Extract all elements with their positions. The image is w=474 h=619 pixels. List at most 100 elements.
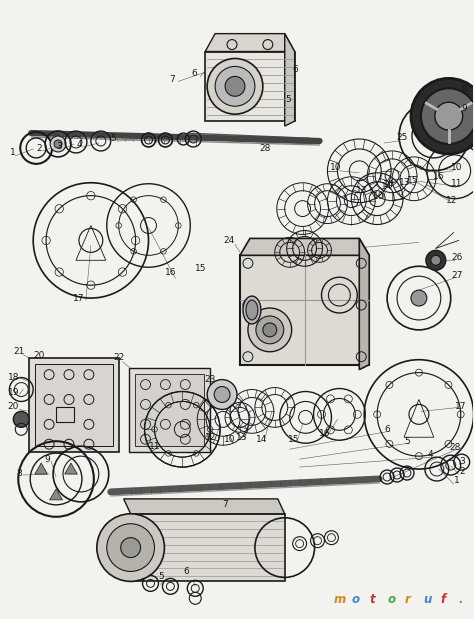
Text: 25: 25 — [396, 132, 408, 142]
Text: 20: 20 — [8, 402, 19, 411]
Circle shape — [256, 316, 284, 344]
Bar — [205, 51, 295, 121]
Text: 13: 13 — [236, 433, 248, 442]
Text: 4: 4 — [428, 449, 434, 459]
Text: 28: 28 — [449, 443, 460, 452]
Text: 14: 14 — [383, 180, 395, 189]
Circle shape — [97, 514, 164, 581]
Circle shape — [50, 136, 66, 152]
Text: 10: 10 — [330, 163, 341, 172]
Circle shape — [411, 290, 427, 306]
Text: o: o — [387, 593, 395, 606]
Bar — [35, 364, 113, 446]
Polygon shape — [50, 489, 63, 500]
Polygon shape — [64, 463, 77, 474]
Text: 26: 26 — [451, 253, 463, 262]
Text: 11: 11 — [149, 442, 160, 451]
Text: 16: 16 — [164, 268, 176, 277]
Text: 10: 10 — [224, 435, 236, 444]
Bar — [56, 407, 74, 422]
Bar — [29, 358, 118, 452]
Text: u: u — [423, 593, 431, 606]
Text: 16: 16 — [433, 172, 445, 181]
Text: r: r — [405, 593, 411, 606]
Text: o: o — [351, 593, 359, 606]
Text: .: . — [459, 593, 463, 606]
Bar — [240, 255, 369, 365]
Polygon shape — [205, 33, 295, 51]
Polygon shape — [240, 238, 369, 255]
Bar — [128, 368, 210, 452]
Text: 10: 10 — [374, 192, 385, 201]
Circle shape — [263, 323, 277, 337]
Text: 19: 19 — [8, 388, 19, 397]
Text: 6: 6 — [293, 65, 299, 74]
Circle shape — [248, 308, 292, 352]
Text: 3: 3 — [56, 142, 62, 152]
Circle shape — [121, 538, 141, 558]
Ellipse shape — [246, 300, 258, 320]
Polygon shape — [359, 238, 369, 370]
Text: 16: 16 — [319, 429, 330, 438]
Text: 15: 15 — [288, 435, 300, 444]
Text: 6: 6 — [183, 567, 189, 576]
Circle shape — [225, 76, 245, 97]
Bar — [131, 514, 285, 581]
Text: 13: 13 — [356, 186, 367, 195]
Text: m: m — [333, 593, 346, 606]
Circle shape — [411, 79, 474, 154]
Text: 6: 6 — [191, 69, 197, 78]
Bar — [135, 374, 204, 446]
Circle shape — [107, 524, 155, 571]
Text: 12: 12 — [204, 433, 216, 442]
Text: 18: 18 — [8, 373, 19, 382]
Circle shape — [431, 255, 441, 266]
Circle shape — [215, 66, 255, 106]
Circle shape — [214, 386, 230, 402]
Text: 17: 17 — [73, 293, 85, 303]
Circle shape — [207, 58, 263, 114]
Text: 5: 5 — [159, 572, 164, 581]
Text: 23: 23 — [204, 375, 216, 384]
Text: 21: 21 — [14, 347, 25, 357]
Text: 27: 27 — [451, 271, 463, 280]
Text: 24: 24 — [223, 236, 235, 245]
Text: 14: 14 — [382, 182, 393, 191]
Text: 9: 9 — [44, 454, 50, 464]
Circle shape — [421, 89, 474, 144]
Text: 9: 9 — [462, 104, 467, 113]
Text: 28: 28 — [259, 144, 271, 154]
Text: 2: 2 — [459, 467, 465, 475]
Text: 1: 1 — [454, 477, 460, 485]
Text: 5: 5 — [404, 437, 410, 446]
Text: 8: 8 — [462, 85, 467, 94]
Text: 14: 14 — [256, 435, 267, 444]
Text: 20: 20 — [34, 351, 45, 360]
Circle shape — [426, 250, 446, 271]
Text: 5: 5 — [285, 95, 291, 104]
Text: 1: 1 — [10, 149, 16, 157]
Text: 10: 10 — [451, 163, 463, 172]
Polygon shape — [124, 499, 285, 514]
Polygon shape — [285, 33, 295, 126]
Circle shape — [207, 379, 237, 409]
Text: 7: 7 — [222, 500, 228, 509]
Text: 8: 8 — [17, 469, 22, 477]
Text: 4: 4 — [76, 141, 82, 149]
Text: 5: 5 — [110, 134, 116, 142]
Polygon shape — [35, 463, 47, 474]
Text: 13: 13 — [399, 178, 411, 187]
Circle shape — [13, 412, 29, 427]
Text: 22: 22 — [113, 353, 124, 362]
Text: 15: 15 — [407, 176, 419, 185]
Text: 12: 12 — [446, 196, 457, 205]
Text: 7: 7 — [170, 75, 175, 84]
Ellipse shape — [243, 296, 261, 324]
Text: 3: 3 — [459, 457, 465, 465]
Circle shape — [435, 102, 463, 130]
Text: 11: 11 — [451, 180, 463, 188]
Text: 17: 17 — [455, 402, 466, 411]
Text: f: f — [441, 593, 446, 606]
Text: 6: 6 — [384, 425, 390, 434]
Circle shape — [54, 140, 62, 148]
